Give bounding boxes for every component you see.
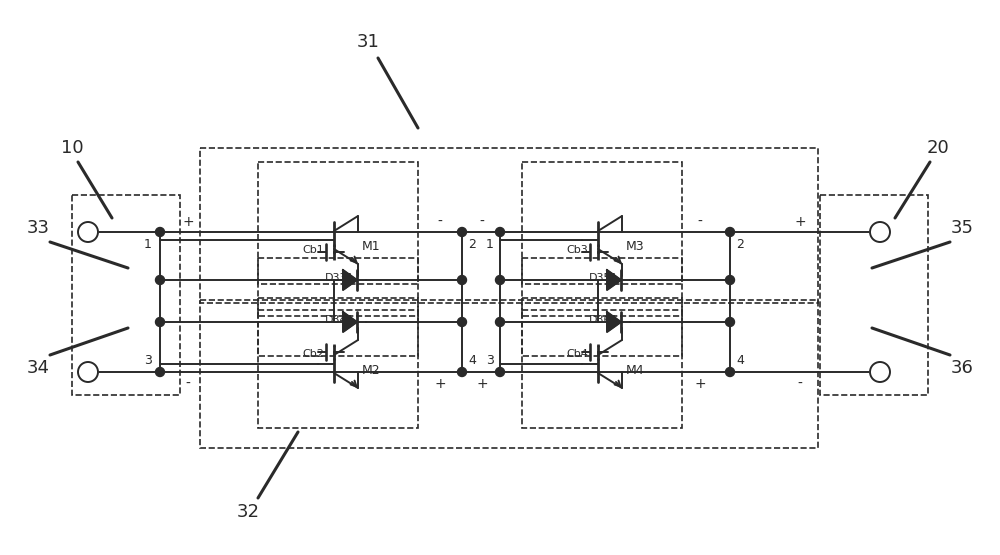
Text: 4: 4 (736, 354, 744, 366)
Text: Cb2: Cb2 (302, 349, 324, 359)
Circle shape (870, 362, 890, 382)
Circle shape (156, 367, 164, 376)
Text: 1: 1 (486, 238, 494, 250)
Bar (258, 310, 418, 428)
Text: 36: 36 (951, 359, 973, 377)
Circle shape (458, 228, 466, 236)
Text: D341: D341 (325, 315, 355, 325)
Text: M1: M1 (362, 240, 381, 253)
Circle shape (496, 275, 505, 285)
Text: 31: 31 (357, 33, 379, 51)
Bar (522, 258, 682, 316)
Text: 20: 20 (927, 139, 949, 157)
Polygon shape (607, 312, 621, 332)
Circle shape (458, 275, 466, 285)
Circle shape (870, 222, 890, 242)
Circle shape (78, 362, 98, 382)
Text: 4: 4 (468, 354, 476, 366)
Text: 2: 2 (468, 238, 476, 250)
Polygon shape (343, 312, 357, 332)
Text: M3: M3 (626, 240, 645, 253)
Text: D331: D331 (325, 273, 354, 283)
Bar (522, 298, 682, 356)
Text: +: + (434, 377, 446, 391)
Text: 1: 1 (144, 238, 152, 250)
Circle shape (496, 367, 505, 376)
Text: +: + (182, 215, 194, 229)
Circle shape (458, 317, 466, 326)
Text: +: + (694, 377, 706, 391)
Text: M4: M4 (626, 364, 645, 376)
Text: 34: 34 (26, 359, 50, 377)
Circle shape (458, 367, 466, 376)
Bar (72, 195, 180, 395)
Circle shape (726, 367, 734, 376)
Text: +: + (476, 377, 488, 391)
Text: -: - (438, 215, 442, 229)
Bar (522, 162, 682, 284)
Text: 3: 3 (486, 354, 494, 366)
Text: -: - (698, 215, 702, 229)
Text: -: - (480, 215, 484, 229)
Bar (258, 258, 418, 316)
Text: D351: D351 (589, 273, 618, 283)
Polygon shape (607, 270, 621, 290)
Circle shape (496, 317, 505, 326)
Bar (522, 310, 682, 428)
Circle shape (156, 228, 164, 236)
Text: 33: 33 (26, 219, 50, 237)
Text: -: - (186, 377, 190, 391)
Text: Cb4: Cb4 (566, 349, 588, 359)
Text: +: + (794, 215, 806, 229)
Bar (258, 162, 418, 284)
Circle shape (726, 275, 734, 285)
Polygon shape (343, 270, 357, 290)
Text: 35: 35 (950, 219, 974, 237)
Text: 3: 3 (144, 354, 152, 366)
Bar (258, 298, 418, 356)
Text: 2: 2 (736, 238, 744, 250)
Text: -: - (798, 377, 802, 391)
Text: M2: M2 (362, 364, 381, 376)
Text: Cb3: Cb3 (566, 245, 588, 255)
Text: 10: 10 (61, 139, 83, 157)
Text: D361: D361 (589, 315, 618, 325)
Circle shape (496, 228, 505, 236)
Circle shape (726, 317, 734, 326)
Bar (200, 300, 818, 448)
Circle shape (726, 228, 734, 236)
Bar (820, 195, 928, 395)
Circle shape (156, 317, 164, 326)
Text: Cb1: Cb1 (302, 245, 324, 255)
Text: 32: 32 (237, 503, 260, 521)
Bar (200, 148, 818, 303)
Circle shape (156, 275, 164, 285)
Circle shape (78, 222, 98, 242)
